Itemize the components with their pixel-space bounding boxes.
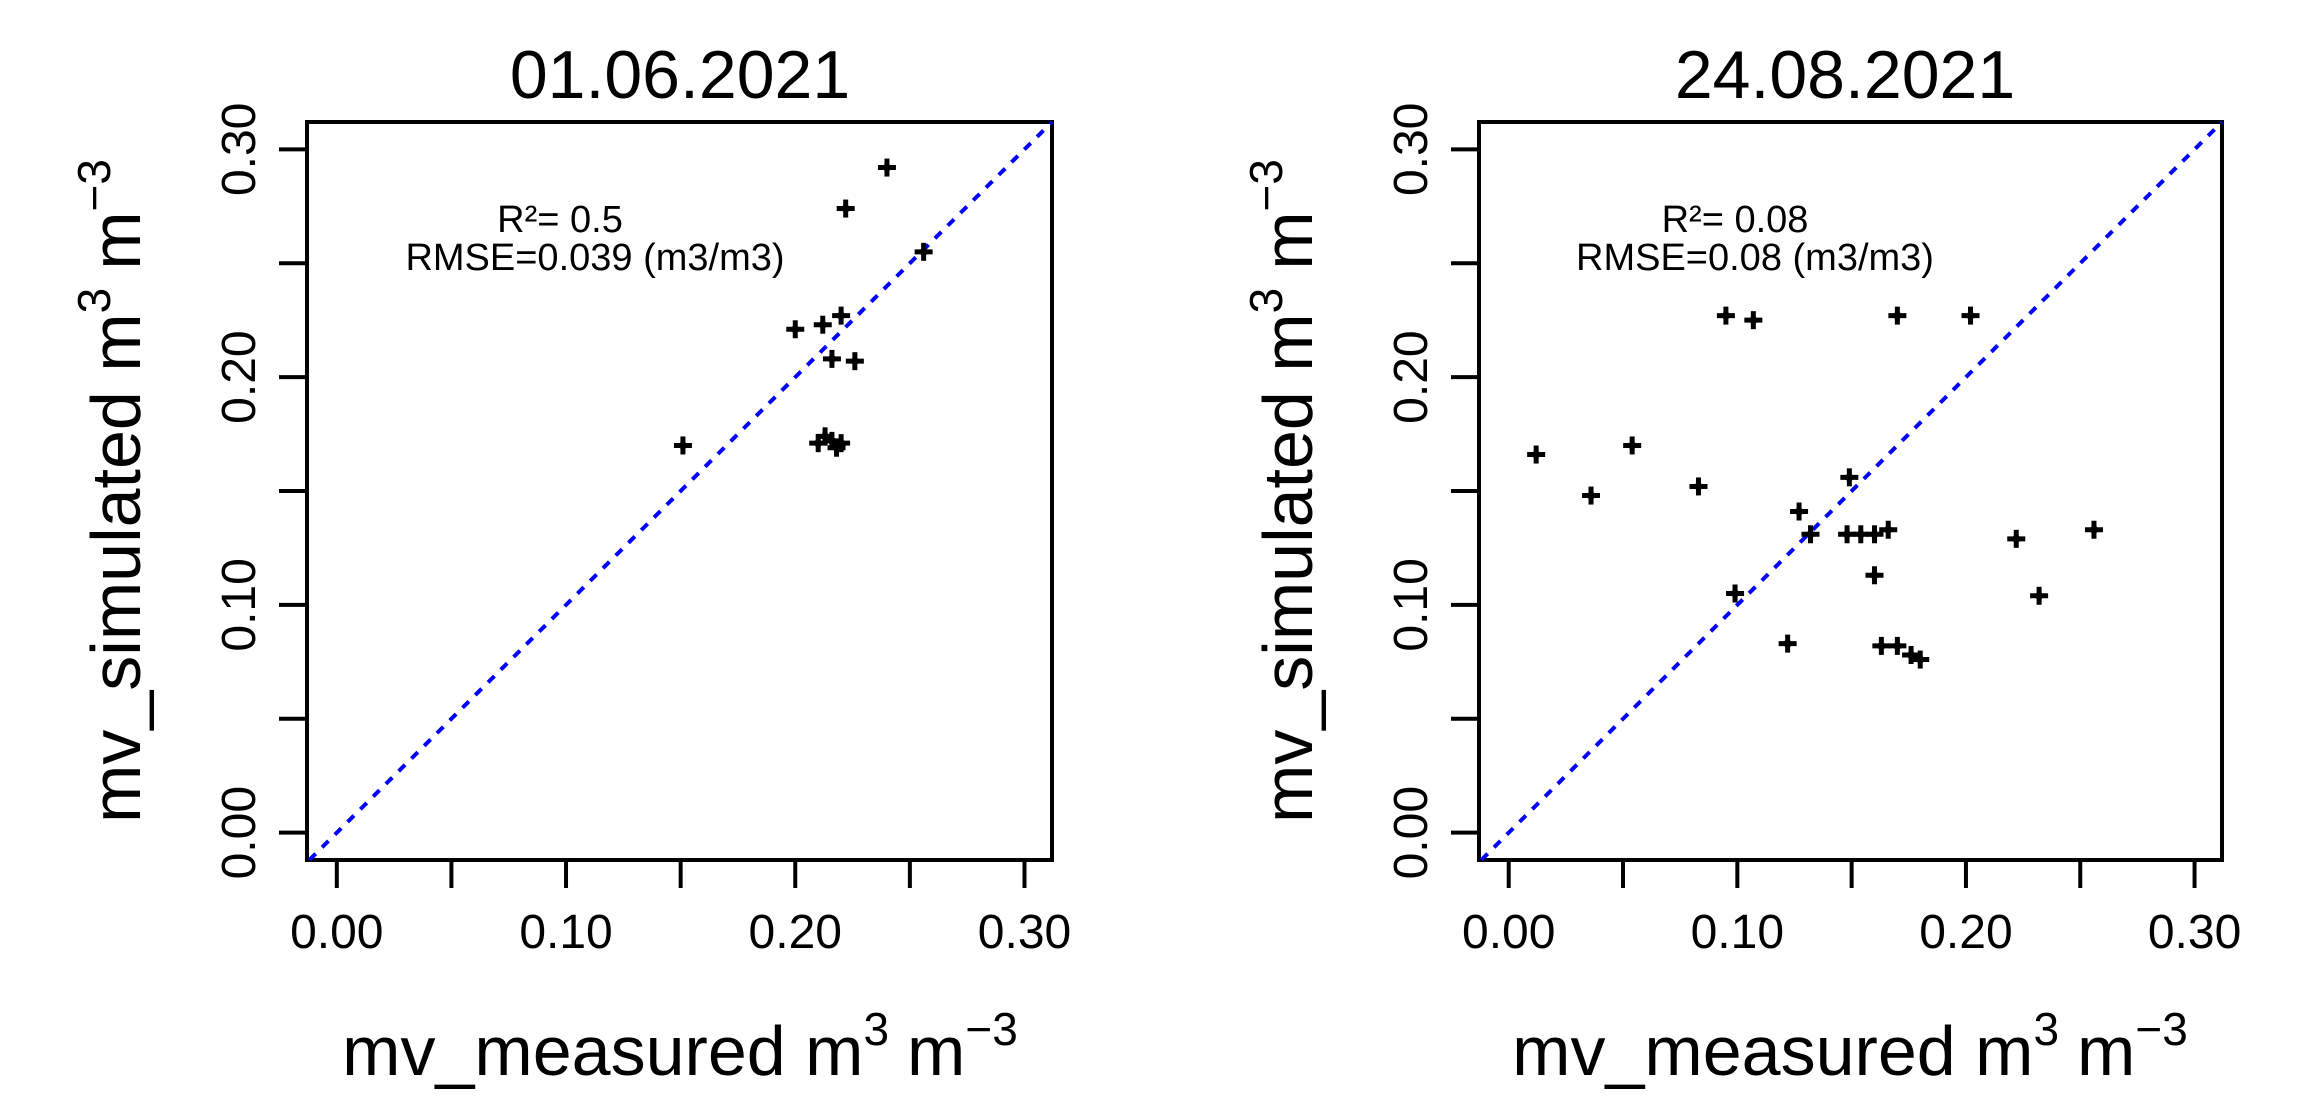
data-point xyxy=(1778,634,1797,653)
x-tick-label: 0.00 xyxy=(290,906,383,959)
reference-line-layer xyxy=(307,120,1054,862)
data-point xyxy=(1911,650,1930,669)
data-point xyxy=(1865,525,1884,544)
data-point xyxy=(832,306,851,325)
rmse-annotation: RMSE=0.08 (m3/m3) xyxy=(1576,237,1934,279)
y-tick-label: 0.10 xyxy=(1385,558,1438,651)
x-axis-label-unit: m xyxy=(907,1012,965,1090)
data-point xyxy=(1872,636,1891,655)
data-point xyxy=(836,199,855,218)
y-axis-label-neg-exp: −3 xyxy=(68,159,120,211)
x-axis-label-exp: 3 xyxy=(863,1003,889,1055)
y-tick-label: 0.00 xyxy=(1385,786,1438,879)
y-tick-label: 0.20 xyxy=(1385,330,1438,423)
rmse-annotation: RMSE=0.039 (m3/m3) xyxy=(405,237,784,279)
r-squared-annotation: R²= 0.08 xyxy=(1662,199,1809,241)
x-tick-label: 0.10 xyxy=(1691,906,1784,959)
y-axis-label-main: mv_simulated m xyxy=(77,313,155,823)
x-axis-label: mv_measured m3 m−3 xyxy=(342,1003,1018,1090)
data-point xyxy=(2007,529,2026,548)
data-point xyxy=(1801,525,1820,544)
x-axis-label-neg-exp: −3 xyxy=(2135,1003,2187,1055)
data-point xyxy=(914,242,933,261)
data-point xyxy=(673,436,692,455)
data-point xyxy=(1790,502,1809,521)
points-layer xyxy=(673,158,933,457)
one-to-one-line xyxy=(1479,120,2224,862)
y-axis-label-unit: m xyxy=(77,211,155,269)
y-tick-label: 0.30 xyxy=(213,103,266,196)
data-point xyxy=(786,320,805,339)
data-point xyxy=(1527,445,1546,464)
x-axis-label-unit: m xyxy=(2077,1012,2135,1090)
data-point xyxy=(1865,566,1884,585)
data-point xyxy=(1716,306,1735,325)
data-point xyxy=(1623,436,1642,455)
y-axis-ticks: 0.00 0.10 0.20 0.30 xyxy=(213,103,307,879)
x-tick-label: 0.20 xyxy=(749,906,842,959)
data-point xyxy=(2084,520,2103,539)
x-tick-label: 0.30 xyxy=(978,906,1071,959)
data-point xyxy=(1582,486,1601,505)
x-axis-label-exp: 3 xyxy=(2033,1003,2059,1055)
data-point xyxy=(822,349,841,368)
y-axis-label-neg-exp: −3 xyxy=(1240,159,1292,211)
x-axis-label-main: mv_measured m xyxy=(1512,1012,2033,1090)
chart-title: 01.06.2021 xyxy=(510,37,850,113)
data-point xyxy=(1744,311,1763,330)
y-tick-label: 0.30 xyxy=(1385,103,1438,196)
scatter-panel-1: 01.06.2021 0.00 0.10 0.20 0.30 0.00 0.10 0.20… xyxy=(68,37,1071,1090)
x-axis-label-main: mv_measured m xyxy=(342,1012,863,1090)
data-point xyxy=(845,352,864,371)
x-tick-label: 0.10 xyxy=(519,906,612,959)
x-axis-ticks: 0.00 0.10 0.20 0.30 xyxy=(290,860,1071,959)
data-point xyxy=(1879,520,1898,539)
x-tick-label: 0.20 xyxy=(1919,906,2012,959)
points-layer xyxy=(1527,306,2103,669)
one-to-one-line xyxy=(307,120,1054,862)
y-axis-label-exp: 3 xyxy=(68,288,120,314)
data-point xyxy=(1902,646,1921,664)
data-point xyxy=(1888,306,1907,325)
chart-title: 24.08.2021 xyxy=(1675,37,2015,113)
data-point xyxy=(1888,636,1907,655)
y-tick-label: 0.00 xyxy=(213,786,266,879)
x-tick-label: 0.30 xyxy=(2148,906,2241,959)
reference-line-layer xyxy=(1479,120,2224,862)
y-axis-label-unit: m xyxy=(1249,211,1327,269)
x-axis-label: mv_measured m3 m−3 xyxy=(1512,1003,2188,1090)
y-tick-label: 0.10 xyxy=(213,558,266,651)
y-axis-label: mv_simulated m3 m−3 xyxy=(68,159,155,823)
scatter-panel-2: 24.08.2021 0.00 0.10 0.20 0.30 0.00 0.10 0.20… xyxy=(1240,37,2241,1090)
x-tick-label: 0.00 xyxy=(1462,906,1555,959)
x-axis-label-neg-exp: −3 xyxy=(965,1003,1017,1055)
data-point xyxy=(813,315,832,334)
data-point xyxy=(832,434,851,453)
x-axis-ticks: 0.00 0.10 0.20 0.30 xyxy=(1462,860,2241,959)
data-point xyxy=(2030,586,2049,605)
r-squared-annotation: R²= 0.5 xyxy=(497,199,623,241)
data-point xyxy=(877,158,896,177)
data-point xyxy=(1689,477,1708,496)
data-point xyxy=(1840,468,1859,487)
y-axis-ticks: 0.00 0.10 0.20 0.30 xyxy=(1385,103,1479,879)
y-tick-label: 0.20 xyxy=(213,330,266,423)
y-axis-label-main: mv_simulated m xyxy=(1249,313,1327,823)
data-point xyxy=(1726,584,1745,603)
data-point xyxy=(1961,306,1980,325)
y-axis-label-exp: 3 xyxy=(1240,288,1292,314)
y-axis-label: mv_simulated m3 m−3 xyxy=(1240,159,1327,823)
